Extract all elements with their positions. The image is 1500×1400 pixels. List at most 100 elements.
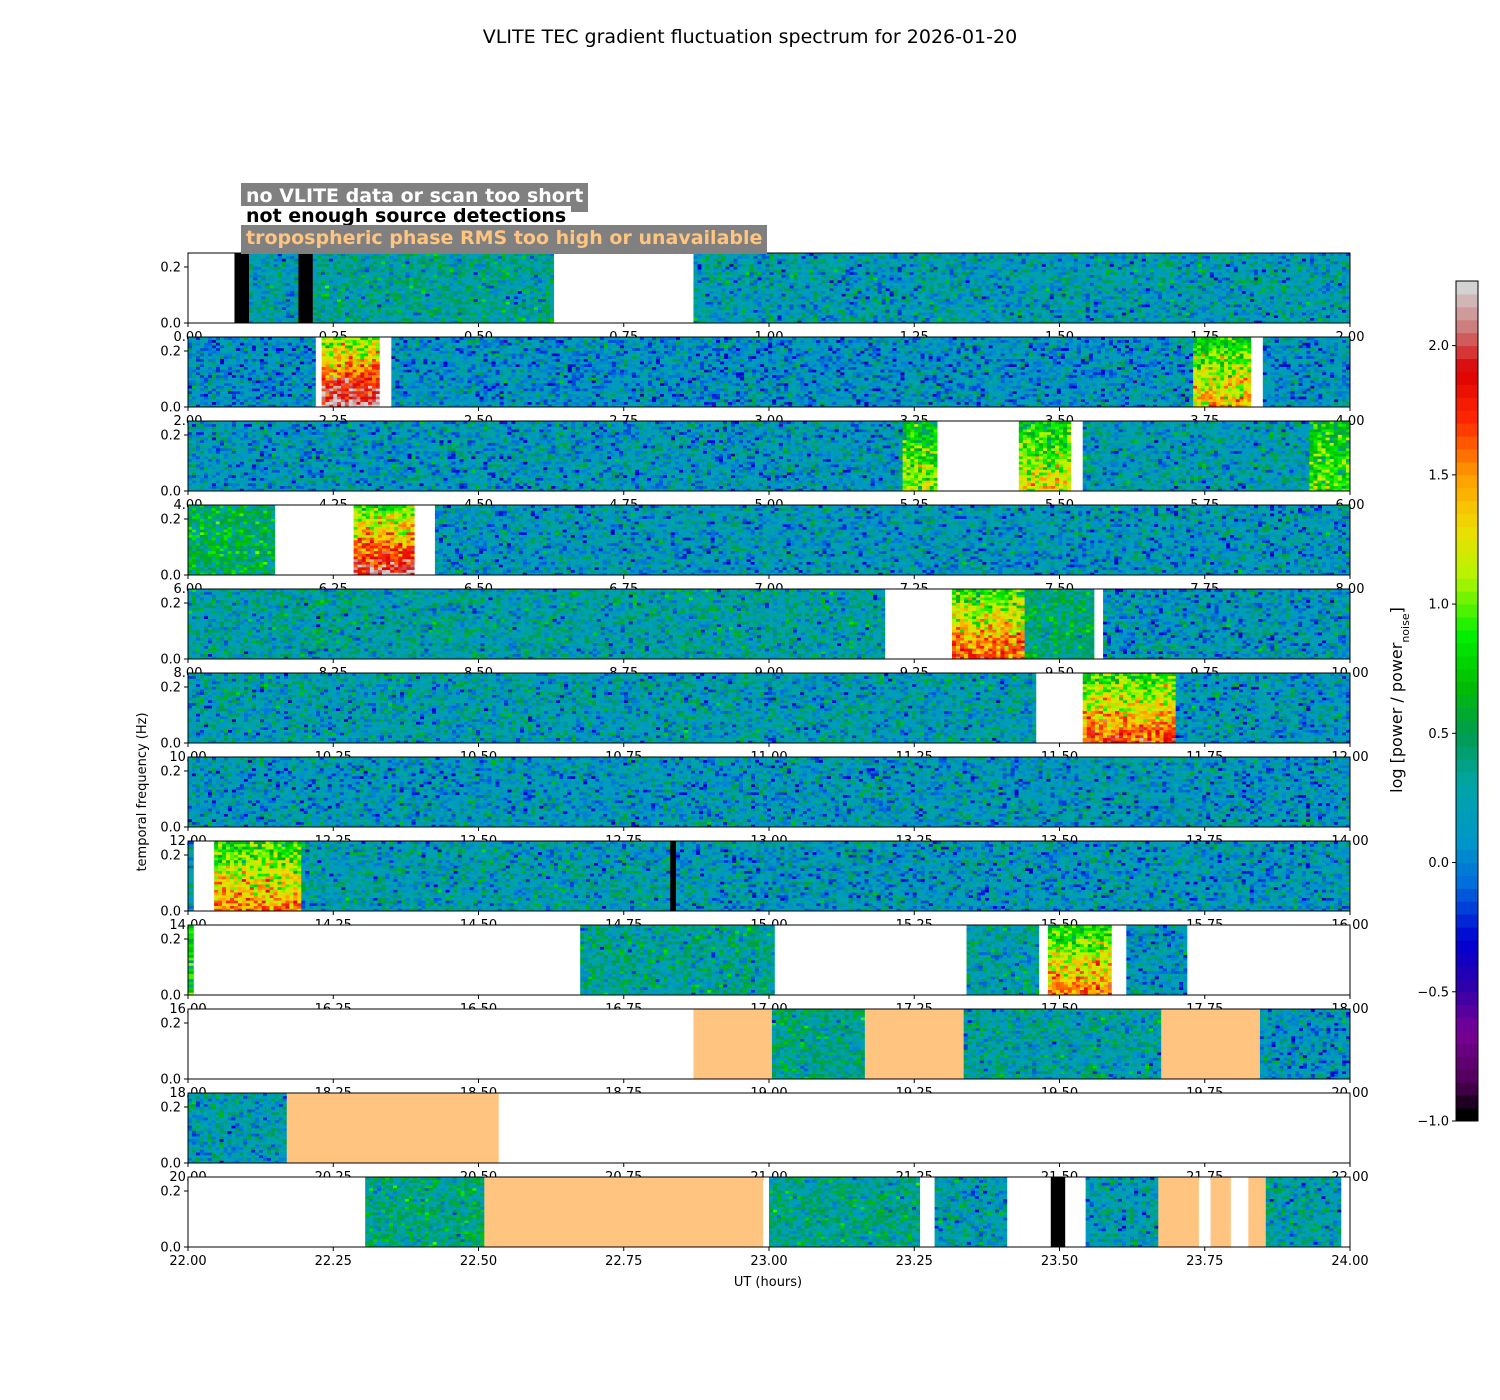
x-tick-label: 23.25	[896, 1254, 933, 1269]
segment-spectrum	[391, 337, 1193, 407]
segment-no-data	[1039, 925, 1048, 995]
segment-no-data	[1071, 421, 1083, 491]
segment-troposphere-rms	[865, 1009, 964, 1079]
segment-no-detections	[298, 253, 313, 323]
y-tick-label: 0.2	[160, 1185, 181, 1200]
segment-no-data	[937, 421, 1018, 491]
segment-spectrum	[188, 925, 194, 995]
segment-spectrum	[322, 337, 380, 407]
colorbar-tick-label: 0.0	[1428, 856, 1449, 871]
segment-no-data	[920, 1177, 935, 1247]
panel-1: 0.00.20.000.250.500.751.001.251.501.752.…	[160, 253, 1364, 345]
segment-spectrum	[1176, 673, 1351, 743]
segment-spectrum	[1193, 337, 1252, 407]
panel-2: 0.00.22.002.252.502.753.003.253.503.754.…	[160, 337, 1364, 429]
y-tick-label: 0.2	[160, 933, 181, 948]
segment-troposphere-rms	[1211, 1177, 1231, 1247]
segment-no-data	[188, 1177, 365, 1247]
legend-label-detections: not enough source detections	[246, 206, 566, 227]
x-tick-label: 22.00	[169, 1254, 206, 1269]
segment-spectrum	[1126, 925, 1187, 995]
y-tick-label: 0.2	[160, 345, 181, 360]
segment-spectrum	[772, 1009, 865, 1079]
colorbar-tick-label: 1.5	[1428, 468, 1449, 483]
segment-no-data	[1094, 589, 1103, 659]
segment-spectrum	[967, 925, 1040, 995]
segment-no-data	[380, 337, 392, 407]
segment-spectrum	[188, 421, 903, 491]
x-axis-label: UT (hours)	[734, 1275, 802, 1290]
y-tick-label: 0.2	[160, 261, 181, 276]
panel-10: 0.00.218.0018.2518.5018.7519.0019.2519.5…	[160, 1009, 1368, 1101]
segment-spectrum	[188, 1093, 287, 1163]
segment-spectrum	[188, 337, 316, 407]
segment-no-data	[415, 505, 435, 575]
segment-spectrum	[1083, 421, 1310, 491]
segment-no-data	[194, 841, 214, 911]
x-tick-label: 23.75	[1186, 1254, 1223, 1269]
segment-spectrum	[1260, 1009, 1350, 1079]
segment-spectrum	[188, 589, 886, 659]
segment-spectrum	[354, 505, 415, 575]
segment-spectrum	[952, 589, 1025, 659]
colorbar-tick-label: −1.0	[1417, 1115, 1449, 1130]
panels-group: 0.00.20.000.250.500.751.001.251.501.752.…	[160, 253, 1368, 1269]
segment-spectrum	[365, 1177, 485, 1247]
segment-no-data	[188, 1009, 693, 1079]
y-axis-label: temporal frequency (Hz)	[135, 712, 150, 871]
colorbar-tick-label: 0.5	[1428, 727, 1449, 742]
segment-spectrum	[249, 253, 299, 323]
legend-orange: tropospheric phase RMS too high or unava…	[241, 225, 767, 254]
segment-spectrum	[188, 505, 276, 575]
legend-label-troposphere: tropospheric phase RMS too high or unava…	[246, 225, 762, 252]
segment-spectrum	[1083, 673, 1176, 743]
segment-spectrum	[964, 1009, 1162, 1079]
x-tick-label: 22.75	[605, 1254, 642, 1269]
segment-no-data	[1007, 1177, 1051, 1247]
segment-spectrum	[769, 1177, 920, 1247]
segment-no-data	[1112, 925, 1127, 995]
x-tick-label: 22.25	[315, 1254, 352, 1269]
segment-no-detections	[670, 841, 676, 911]
segment-no-data	[1036, 673, 1082, 743]
panel-3: 0.00.24.004.254.504.755.005.255.505.756.…	[160, 421, 1364, 513]
segment-no-detections	[1051, 1177, 1066, 1247]
segment-spectrum	[214, 841, 302, 911]
chart-title: VLITE TEC gradient fluctuation spectrum …	[483, 26, 1017, 48]
segment-no-data	[763, 1177, 769, 1247]
panel-8: 0.00.214.0014.2514.5014.7515.0015.2515.5…	[160, 841, 1368, 933]
segment-spectrum	[188, 757, 1350, 827]
panel-4: 0.00.26.006.256.506.757.007.257.507.758.…	[160, 505, 1364, 597]
segment-spectrum	[1086, 1177, 1159, 1247]
y-tick-label: 0.2	[160, 429, 181, 444]
colorbar-tick-label: 2.0	[1428, 339, 1449, 354]
segment-no-detections	[234, 253, 249, 323]
segment-no-data	[188, 253, 234, 323]
segment-spectrum	[435, 505, 1350, 575]
panel-12: 0.00.222.00 22.25 22.50 22.75 23.00 23.25 23.5…	[160, 1177, 1368, 1269]
segment-troposphere-rms	[1248, 1177, 1265, 1247]
segment-spectrum	[1025, 589, 1095, 659]
segment-no-data	[499, 1093, 1350, 1163]
colorbar: −1.0−0.50.00.51.01.52.0	[1417, 281, 1478, 1130]
colorbar-tick-label: 1.0	[1428, 598, 1449, 613]
segment-spectrum	[1263, 337, 1351, 407]
segment-spectrum	[1309, 421, 1350, 491]
segment-spectrum	[903, 421, 938, 491]
panel-7: 0.00.212.0012.2512.5012.7513.0013.2513.5…	[160, 757, 1368, 849]
y-tick-label: 0.2	[160, 681, 181, 696]
segment-spectrum	[580, 925, 775, 995]
segment-spectrum	[1048, 925, 1112, 995]
segment-spectrum	[188, 673, 1037, 743]
segment-no-data	[885, 589, 952, 659]
segment-spectrum	[1019, 421, 1072, 491]
panel-6: 0.00.210.0010.2510.5010.7511.0011.2511.5…	[160, 673, 1368, 765]
x-tick-label: 22.50	[460, 1254, 497, 1269]
segment-troposphere-rms	[693, 1009, 771, 1079]
y-tick-label: 0.2	[160, 1101, 181, 1116]
segment-spectrum	[1266, 1177, 1342, 1247]
segment-no-data	[1065, 1177, 1085, 1247]
segment-no-data	[1341, 1177, 1350, 1247]
segment-spectrum	[693, 253, 1350, 323]
segment-no-data	[775, 925, 967, 995]
